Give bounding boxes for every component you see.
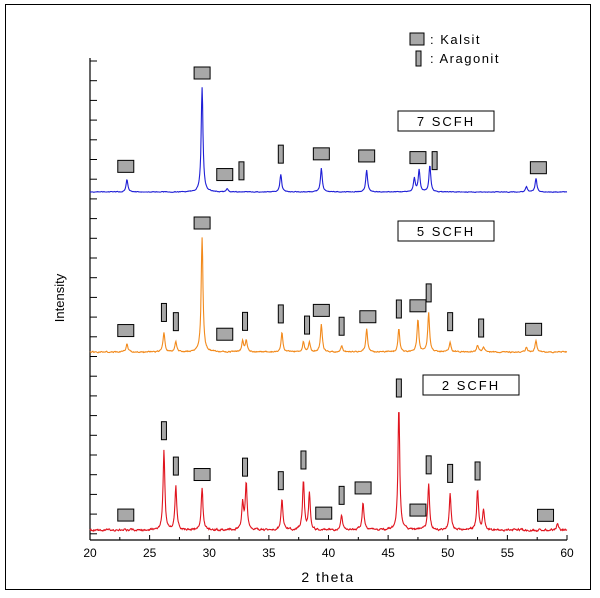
kalsit-marker (117, 159, 135, 173)
aragonit-marker (238, 161, 245, 181)
aragonit-marker (338, 316, 345, 336)
y-ticks (90, 60, 97, 535)
kalsit-marker (537, 508, 555, 522)
aragonit-marker (474, 461, 481, 481)
aragonit-marker (160, 421, 167, 441)
aragonit-marker (242, 457, 249, 477)
series-label-box (397, 220, 495, 242)
kalsit-marker (315, 506, 333, 520)
series-labels: 7 SCFH 5 SCFH 2 SCFH (397, 110, 520, 396)
series-label-7-scfh: 7 SCFH (397, 110, 495, 132)
legend-kalsit-label: : Kalsit (430, 32, 481, 47)
kalsit-marker (312, 303, 330, 317)
series-line-2-scfh (89, 412, 568, 533)
series-label-box (397, 110, 495, 132)
x-tick-label: 25 (143, 546, 157, 560)
chart-frame (5, 4, 591, 590)
x-tick-label: 40 (322, 546, 336, 560)
kalsit-marker (409, 151, 427, 165)
kalsit-marker (193, 216, 211, 230)
series-label-2-scfh: 2 SCFH (422, 374, 520, 396)
x-tick-label: 50 (441, 546, 455, 560)
aragonit-marker (395, 299, 402, 319)
aragonit-marker (478, 318, 485, 338)
kalsit-marker (193, 66, 211, 80)
kalsit-marker (117, 324, 135, 338)
aragonit-marker (172, 456, 179, 476)
series-layer (89, 87, 568, 533)
x-tick-label: 55 (501, 546, 515, 560)
series-label-text: 5 SCFH (417, 224, 475, 239)
kalsit-marker (117, 508, 135, 522)
aragonit-marker (160, 302, 167, 322)
series-label-text: 2 SCFH (442, 378, 500, 393)
kalsit-marker (354, 481, 372, 495)
aragonit-marker (338, 485, 345, 505)
x-tick-label: 30 (203, 546, 217, 560)
aragonit-marker (447, 463, 454, 483)
kalsit-marker (525, 322, 543, 336)
aragonit-marker (425, 455, 432, 475)
kalsit-marker (216, 168, 234, 182)
aragonit-marker (304, 315, 311, 335)
series-label-box (422, 374, 520, 396)
aragonit-marker (447, 312, 454, 332)
kalsit-marker (409, 503, 427, 517)
aragonit-marker (300, 450, 307, 470)
legend-kalsit-symbol (409, 32, 425, 46)
legend: : Kalsit : Aragonit (409, 32, 500, 67)
legend-aragonit-label: : Aragonit (430, 51, 500, 66)
aragonit-marker (277, 304, 284, 324)
aragonit-marker (277, 144, 284, 164)
kalsit-marker (358, 149, 376, 163)
series-line-5-scfh (89, 237, 568, 354)
x-axis-label: 2 theta (301, 569, 354, 585)
x-tick-label: 60 (560, 546, 574, 560)
aragonit-marker (172, 312, 179, 332)
x-tick-label: 45 (381, 546, 395, 560)
aragonit-marker (242, 311, 249, 331)
legend-aragonit-symbol (415, 50, 422, 67)
y-axis-label: Intensity (52, 273, 67, 322)
aragonit-marker (395, 378, 402, 398)
x-tick-label: 20 (83, 546, 97, 560)
kalsit-marker (216, 327, 234, 341)
phase-markers (117, 66, 555, 522)
aragonit-marker (277, 471, 284, 491)
series-label-5-scfh: 5 SCFH (397, 220, 495, 242)
axes (89, 58, 567, 541)
kalsit-marker (359, 310, 377, 324)
series-line-7-scfh (89, 87, 568, 194)
aragonit-marker (425, 283, 432, 303)
kalsit-marker (529, 161, 547, 175)
kalsit-marker (193, 468, 211, 482)
series-label-text: 7 SCFH (417, 114, 475, 129)
kalsit-marker (409, 299, 427, 313)
kalsit-marker (312, 147, 330, 161)
x-ticks: 20 25 30 35 40 45 50 55 60 (83, 535, 574, 560)
x-tick-label: 35 (262, 546, 276, 560)
aragonit-marker (431, 151, 438, 171)
